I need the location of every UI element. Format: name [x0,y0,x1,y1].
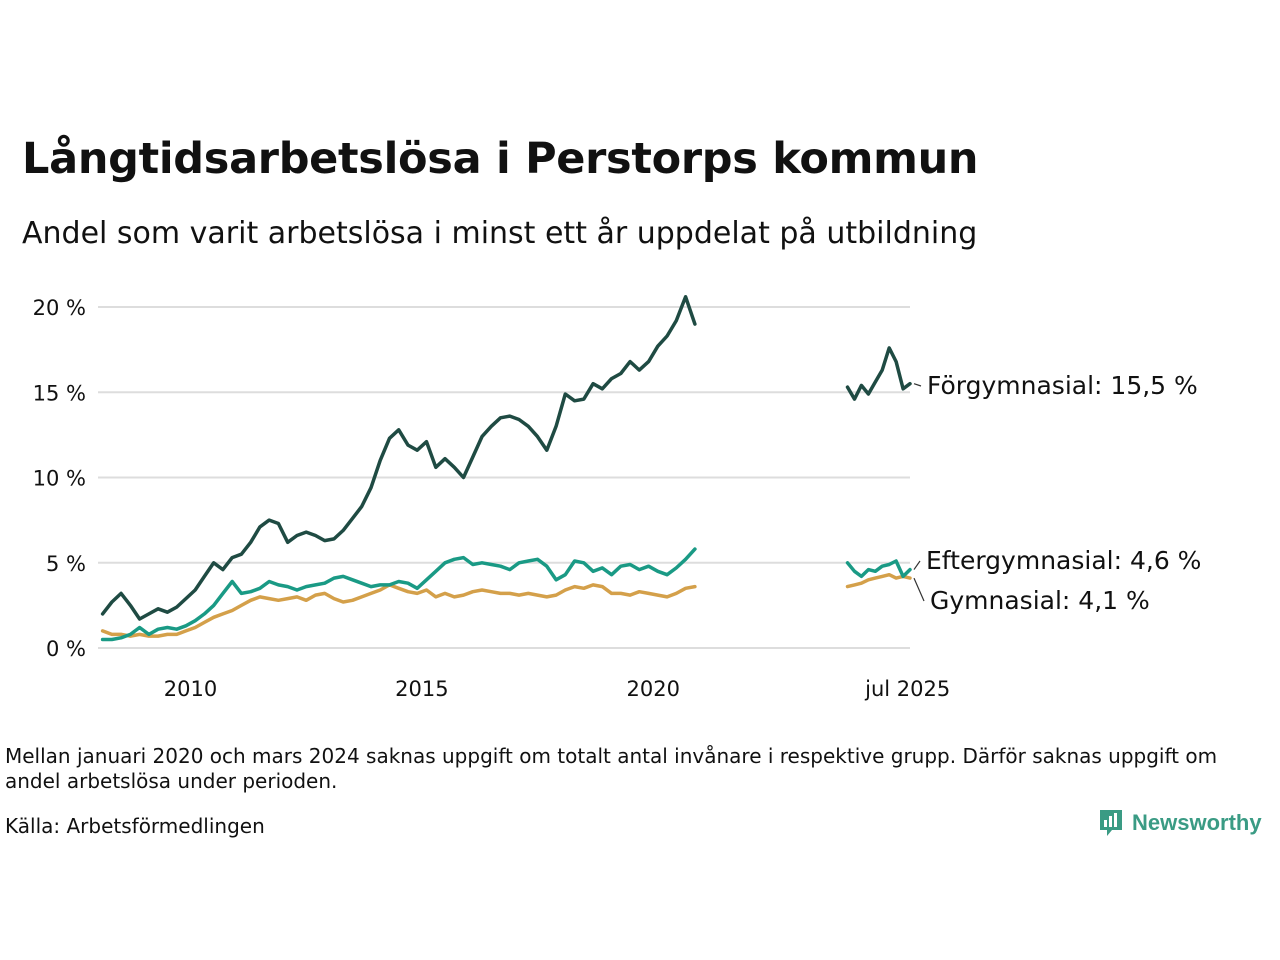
label-leader-line [913,577,925,602]
chart-subtitle: Andel som varit arbetslösa i minst ett å… [22,216,978,251]
series-line-förgymnasial [845,346,912,401]
x-tick-label: jul 2025 [864,677,950,701]
series-line-förgymnasial [100,295,697,621]
series-end-label-förgymnasial: Förgymnasial: 15,5 % [927,371,1198,400]
newsworthy-logo-icon [1100,810,1122,836]
series-end-label-eftergymnasial: Eftergymnasial: 4,6 % [926,546,1201,575]
series-line-eftergymnasial [100,547,697,642]
y-tick-label: 15 % [33,381,86,405]
label-leader-line [913,383,922,387]
y-tick-label: 0 % [46,637,86,661]
x-tick-label: 2010 [164,677,217,701]
series-lines [100,295,912,642]
series-end-label-gymnasial: Gymnasial: 4,1 % [930,586,1150,615]
x-tick-label: 2020 [626,677,679,701]
series-line-gymnasial [100,583,697,638]
source-line: Källa: Arbetsförmedlingen [5,814,265,838]
series-line-eftergymnasial [845,559,912,579]
x-tick-label: 2015 [395,677,448,701]
y-axis-labels: 0 % 5 % 10 % 15 % 20 % [33,296,86,661]
x-axis-labels: 2010 2015 2020 jul 2025 [164,677,950,701]
brand-name: Newsworthy [1132,810,1262,835]
newsworthy-brand[interactable]: Newsworthy [1098,808,1262,838]
footnote: Mellan januari 2020 och mars 2024 saknas… [5,744,1218,793]
y-tick-label: 5 % [46,552,86,576]
line-chart: 0 %5 %10 %15 %20 % 2010 2015 2020 jul 2025 … [33,295,1201,701]
y-tick-label: 20 % [33,296,86,320]
series-line-gymnasial [845,572,912,589]
y-tick-label: 10 % [33,467,86,491]
series-end-labels: Förgymnasial: 15,5 % Eftergymnasial: 4,6 … [913,371,1201,615]
label-leader-line [913,560,921,570]
chart-title: Långtidsarbetslösa i Perstorps kommun [22,134,979,184]
grid-lines [98,306,910,649]
